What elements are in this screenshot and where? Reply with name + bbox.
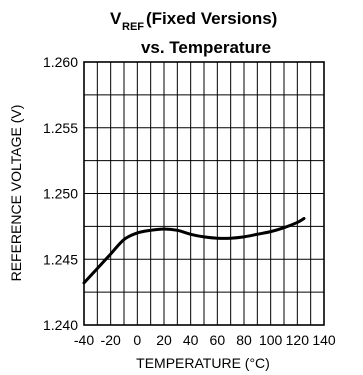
series-group: [82, 216, 306, 285]
gridlines: [83, 61, 325, 326]
y-tick-label: 1.250: [43, 186, 78, 202]
x-tick-label: 100: [259, 332, 283, 348]
y-axis-label: REFERENCE VOLTAGE (V): [8, 105, 24, 282]
chart-title-main: V: [110, 9, 122, 28]
x-tick-label: 120: [286, 332, 310, 348]
chart-title-line2: vs. Temperature: [141, 38, 271, 57]
x-tick-label: 80: [236, 332, 252, 348]
x-tick-label: 140: [312, 332, 336, 348]
y-tick-label: 1.255: [43, 120, 78, 136]
plot-frame: [83, 61, 325, 326]
chart-title-rest: (Fixed Versions): [146, 9, 277, 28]
y-tick-label: 1.240: [43, 317, 78, 333]
y-tick-labels: 1.240 1.245 1.250 1.255 1.260: [43, 54, 78, 333]
y-tick-label: 1.245: [43, 251, 78, 267]
chart-title-subscript: REF: [122, 21, 144, 33]
x-tick-label: 20: [156, 332, 172, 348]
x-tick-label: 40: [183, 332, 199, 348]
x-tick-label: 60: [210, 332, 226, 348]
x-tick-label: -20: [101, 332, 121, 348]
series-line: [82, 216, 306, 285]
x-axis-label: TEMPERATURE (°C): [136, 355, 270, 371]
x-tick-label: -40: [74, 332, 94, 348]
y-tick-label: 1.260: [43, 54, 78, 70]
x-tick-labels: -40 -20 0 20 40 60 80 100 120 140: [74, 332, 336, 348]
x-tick-label: 0: [133, 332, 141, 348]
